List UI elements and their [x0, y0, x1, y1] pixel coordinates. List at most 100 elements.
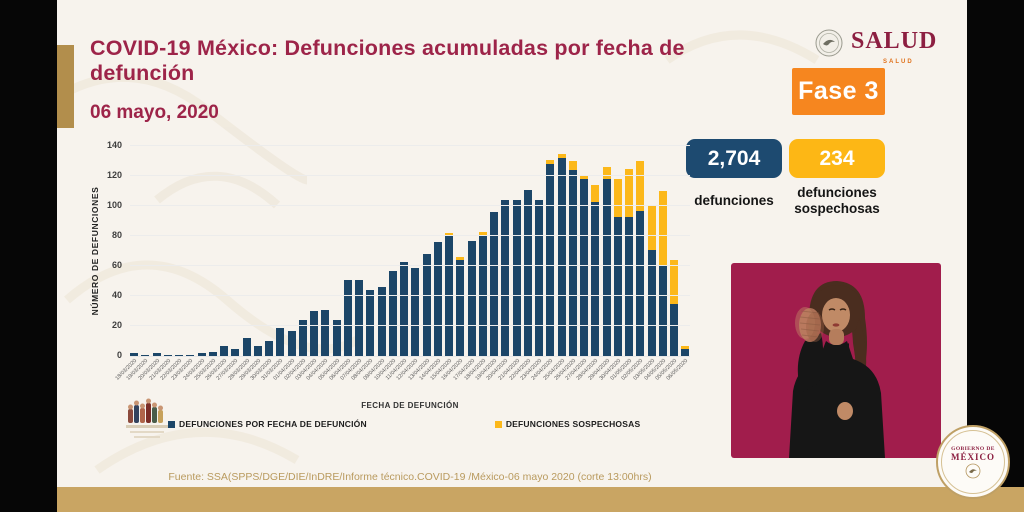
confirmed-segment [433, 242, 442, 356]
confirmed-segment [220, 345, 228, 356]
y-tick-label: 0 [116, 350, 122, 360]
bar-06/04/2020: 06/04/2020 [328, 279, 352, 382]
confirmed-segment [400, 261, 408, 356]
confirmed-segment [276, 327, 285, 356]
legend-label-confirmed: DEFUNCIONES POR FECHA DE DEFUNCIÓN [179, 419, 367, 429]
salud-wordmark: SALUD [851, 28, 938, 54]
confirmed-segment [636, 210, 645, 356]
bar-16/04/2020: 16/04/2020 [441, 257, 464, 382]
bar-03/05/2020: 03/05/2020 [632, 204, 656, 382]
bar-07/04/2020: 07/04/2020 [340, 279, 363, 382]
bar-27/04/2020: 27/04/2020 [565, 176, 588, 382]
bar-06/05/2020: 06/05/2020 [666, 345, 690, 382]
bar-11/04/2020: 11/04/2020 [385, 261, 408, 381]
y-tick-label: 60 [111, 260, 122, 270]
suspected-segment [478, 231, 487, 235]
confirmed-segment [310, 311, 318, 356]
legend-label-suspected: DEFUNCIONES SOSPECHOSAS [505, 419, 641, 429]
seal-inner-ring [941, 430, 1005, 494]
confirmed-segment [523, 189, 532, 356]
bar-29/03/2020: 29/03/2020 [238, 345, 262, 382]
confirmed-segment [490, 212, 498, 356]
confirmed-segment [625, 216, 633, 356]
confirmed-segment [186, 354, 195, 356]
gridline [130, 265, 690, 266]
confirmed-segment [568, 170, 577, 356]
suspected-segment [681, 345, 690, 349]
confirmed-segment [355, 279, 363, 356]
confirmed-segment [152, 353, 161, 356]
bar-20/04/2020: 20/04/2020 [486, 200, 510, 382]
legend-item-confirmed: DEFUNCIONES POR FECHA DE DEFUNCIÓN [168, 419, 367, 429]
confirmed-segment [681, 348, 690, 356]
bar-24/04/2020: 24/04/2020 [531, 159, 555, 382]
bar-10/04/2020: 10/04/2020 [373, 270, 397, 382]
salud-logo: SALUD SALUD [815, 27, 965, 72]
bar-20/03/2020: 20/03/2020 [137, 353, 161, 382]
confirmed-segment [197, 353, 206, 356]
confirmed-segment [445, 236, 453, 356]
confirmed-segment [613, 216, 622, 356]
confirmed-segment [377, 287, 386, 356]
bar-30/03/2020: 30/03/2020 [250, 341, 273, 382]
confirmed-segment [546, 164, 555, 356]
y-tick-label: 120 [106, 170, 122, 180]
bar-17/04/2020: 17/04/2020 [452, 240, 476, 382]
suspected-segment [546, 159, 555, 164]
gridline [130, 295, 690, 296]
deaths-count-badge: 2,704 [686, 139, 782, 178]
confirmed-segment [647, 249, 656, 356]
confirmed-segment [343, 279, 352, 356]
legend-item-suspected: DEFUNCIONES SOSPECHOSAS [494, 419, 641, 429]
suspected-segment [670, 260, 678, 304]
suspected-count-label: defunciones sospechosas [794, 185, 880, 216]
confirmed-segment [467, 240, 476, 356]
suspected-segment [625, 168, 633, 217]
confirmed-segment [670, 303, 678, 356]
mural-art-image [126, 398, 168, 438]
sign-language-interpreter-video [731, 263, 941, 458]
suspected-segment [591, 185, 600, 202]
page-title: COVID-19 México: Defunciones acumuladas … [90, 36, 685, 86]
bar-26/04/2020: 26/04/2020 [553, 161, 577, 382]
confirmed-segment [208, 351, 217, 356]
bar-02/05/2020: 02/05/2020 [621, 161, 645, 382]
y-tick-label: 80 [111, 230, 122, 240]
confirmed-segment [658, 264, 667, 356]
bar-08/04/2020: 08/04/2020 [351, 290, 374, 382]
bar-09/04/2020: 09/04/2020 [362, 287, 386, 382]
gridline [130, 145, 690, 146]
source-footnote: Fuente: SSA(SPPS/DGE/DIE/InDRE/Informe t… [168, 471, 652, 483]
bar-28/04/2020: 28/04/2020 [576, 185, 600, 382]
bar-21/03/2020: 21/03/2020 [148, 354, 172, 382]
bar-22/04/2020: 22/04/2020 [508, 189, 532, 382]
deaths-count-label: defunciones [694, 193, 774, 208]
suspected-segment [568, 161, 577, 170]
bar-30/04/2020: 30/04/2020 [598, 179, 622, 382]
confirmed-segment [388, 270, 397, 356]
gridline [130, 205, 690, 206]
bar-18/04/2020: 18/04/2020 [463, 231, 487, 382]
y-tick-label: 140 [106, 140, 122, 150]
confirmed-segment [411, 267, 420, 356]
y-tick-label: 40 [111, 290, 122, 300]
bar-18/03/2020: 18/03/2020 [115, 353, 138, 382]
report-date: 06 mayo, 2020 [90, 102, 219, 123]
phase-badge: Fase 3 [792, 68, 885, 115]
suspected-segment [602, 167, 611, 179]
left-black-bar [0, 0, 57, 512]
confirmed-segment [512, 200, 521, 356]
bar-25/03/2020: 25/03/2020 [193, 351, 217, 382]
suspected-segment [445, 233, 453, 236]
confirmed-segment [591, 201, 600, 356]
bar-14/04/2020: 14/04/2020 [418, 242, 442, 382]
confirmed-segment [501, 200, 510, 356]
confirmed-segment [242, 338, 251, 356]
bar-24/03/2020: 24/03/2020 [182, 353, 206, 382]
confirmed-segment [175, 354, 183, 356]
bar-28/03/2020: 28/03/2020 [227, 338, 251, 382]
confirmed-segment [253, 345, 262, 356]
confirmed-segment [141, 354, 150, 356]
confirmed-segment [130, 353, 138, 356]
gobierno-de-mexico-seal: GOBIERNO DE MÉXICO [936, 425, 1010, 499]
